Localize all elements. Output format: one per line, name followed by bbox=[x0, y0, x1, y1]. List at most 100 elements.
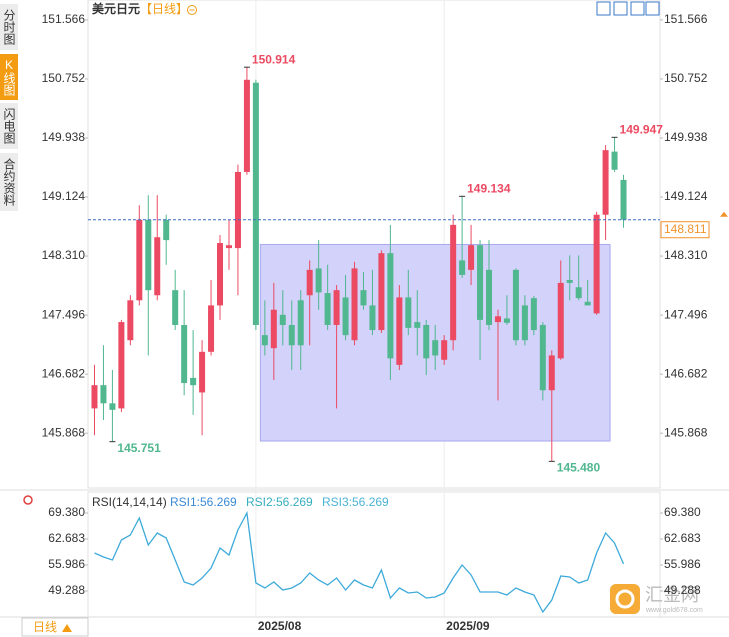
candle-body bbox=[252, 82, 259, 325]
y-tick-label: 49.288 bbox=[48, 583, 85, 597]
candle-body bbox=[91, 385, 98, 409]
candle-body bbox=[602, 150, 609, 215]
candle-body bbox=[459, 260, 466, 275]
candle-body bbox=[441, 340, 448, 360]
candle-body bbox=[306, 269, 313, 296]
tab-active[interactable]: K线图 bbox=[0, 54, 18, 100]
y-tick-label: 147.496 bbox=[42, 307, 86, 321]
y-tick-label: 69.380 bbox=[48, 505, 85, 519]
toolbar bbox=[596, 1, 660, 16]
candle-body bbox=[360, 290, 367, 306]
y-tick-label: 55.986 bbox=[48, 557, 85, 571]
candle-body bbox=[100, 385, 107, 404]
candle-body bbox=[234, 171, 241, 249]
y-tick-label: 62.683 bbox=[48, 531, 85, 545]
candle-body bbox=[199, 351, 206, 393]
candle-body bbox=[172, 290, 179, 325]
candle-body bbox=[539, 324, 546, 391]
candle-body bbox=[593, 214, 600, 314]
y-tick-label: 151.566 bbox=[42, 12, 86, 26]
candle-body bbox=[190, 377, 197, 386]
candle-body bbox=[396, 297, 403, 365]
y-tick-label: 148.310 bbox=[664, 248, 708, 262]
tab[interactable]: 合约资料 bbox=[0, 153, 18, 211]
y-tick-label: 149.938 bbox=[42, 130, 86, 144]
y-tick-label: 146.682 bbox=[42, 366, 86, 380]
candle-body bbox=[342, 297, 349, 336]
tab[interactable]: 闪电图 bbox=[0, 103, 18, 149]
current-price-arrow bbox=[720, 211, 728, 217]
candle-body bbox=[154, 237, 161, 296]
watermark-name: 汇金网 bbox=[645, 585, 699, 605]
current-price-box bbox=[660, 221, 710, 239]
tab[interactable]: 分时图 bbox=[0, 4, 18, 50]
candle-body bbox=[261, 335, 268, 346]
candle-body bbox=[369, 305, 376, 331]
period-label: 日线 bbox=[33, 620, 57, 634]
y-tick-label: 145.868 bbox=[664, 425, 708, 439]
candle-body bbox=[512, 269, 519, 341]
y-tick-label: 151.566 bbox=[664, 12, 708, 26]
logo bbox=[610, 584, 640, 614]
candle-body bbox=[468, 245, 475, 270]
candle-body bbox=[575, 287, 582, 299]
watermark-url: www.gold678.com bbox=[645, 607, 703, 614]
period-arrow bbox=[62, 624, 72, 632]
candle-body bbox=[620, 179, 627, 220]
tool-icon[interactable] bbox=[613, 1, 628, 16]
candle-body bbox=[297, 300, 304, 346]
y-tick-label: 149.938 bbox=[664, 130, 708, 144]
logo bbox=[615, 589, 635, 609]
y-tick-label: 145.868 bbox=[42, 425, 86, 439]
tool-icon[interactable] bbox=[645, 1, 660, 16]
candle-body bbox=[279, 314, 286, 325]
extreme-label: 149.947 bbox=[620, 123, 664, 137]
candle-body bbox=[333, 290, 340, 325]
candle-body bbox=[423, 324, 430, 359]
candle-body bbox=[315, 268, 322, 293]
extreme-label: 145.480 bbox=[557, 461, 601, 475]
candle-body bbox=[584, 301, 591, 306]
candle-body bbox=[477, 245, 484, 320]
candle-body bbox=[270, 309, 277, 349]
candle-body bbox=[288, 324, 295, 346]
extreme-label: 150.914 bbox=[252, 52, 296, 66]
candle-body bbox=[387, 253, 394, 359]
candle-body bbox=[494, 316, 501, 323]
candle-body bbox=[557, 282, 564, 359]
candle-body bbox=[450, 224, 457, 341]
y-tick-label: 55.986 bbox=[664, 557, 701, 571]
candle-body bbox=[181, 324, 188, 384]
candle-body bbox=[486, 269, 493, 325]
x-tick-label: 2025/08 bbox=[258, 619, 302, 633]
y-tick-label: 69.380 bbox=[664, 505, 701, 519]
candle-body bbox=[127, 300, 134, 341]
candle-body bbox=[225, 245, 232, 249]
y-tick-label: 149.124 bbox=[42, 189, 86, 203]
candle-body bbox=[611, 151, 618, 170]
legend-label: RSI2:56.269 bbox=[246, 495, 313, 509]
y-tick-label: 150.752 bbox=[42, 71, 86, 85]
x-tick-label: 2025/09 bbox=[446, 619, 490, 633]
y-tick-label: 49.288 bbox=[664, 583, 701, 597]
rsi-panel bbox=[87, 491, 661, 618]
settings-icon[interactable] bbox=[23, 495, 33, 505]
tool-icon[interactable] bbox=[630, 1, 645, 16]
zoom-icon[interactable] bbox=[187, 5, 197, 15]
y-tick-label: 62.683 bbox=[664, 531, 701, 545]
tool-icon[interactable] bbox=[596, 1, 611, 16]
candle-body bbox=[548, 355, 555, 391]
main-panel bbox=[87, 0, 661, 489]
extreme-label: 149.134 bbox=[467, 181, 511, 195]
chart-title: 美元日元 bbox=[92, 1, 140, 16]
legend-label: RSI3:56.269 bbox=[322, 495, 389, 509]
y-tick-label: 150.752 bbox=[664, 71, 708, 85]
candle-body bbox=[145, 219, 152, 291]
candle-body bbox=[351, 268, 358, 341]
candle-body bbox=[432, 340, 439, 356]
candle-body bbox=[217, 243, 224, 306]
candle-body bbox=[118, 322, 125, 409]
chart-subtitle: 【日线】 bbox=[140, 2, 188, 16]
